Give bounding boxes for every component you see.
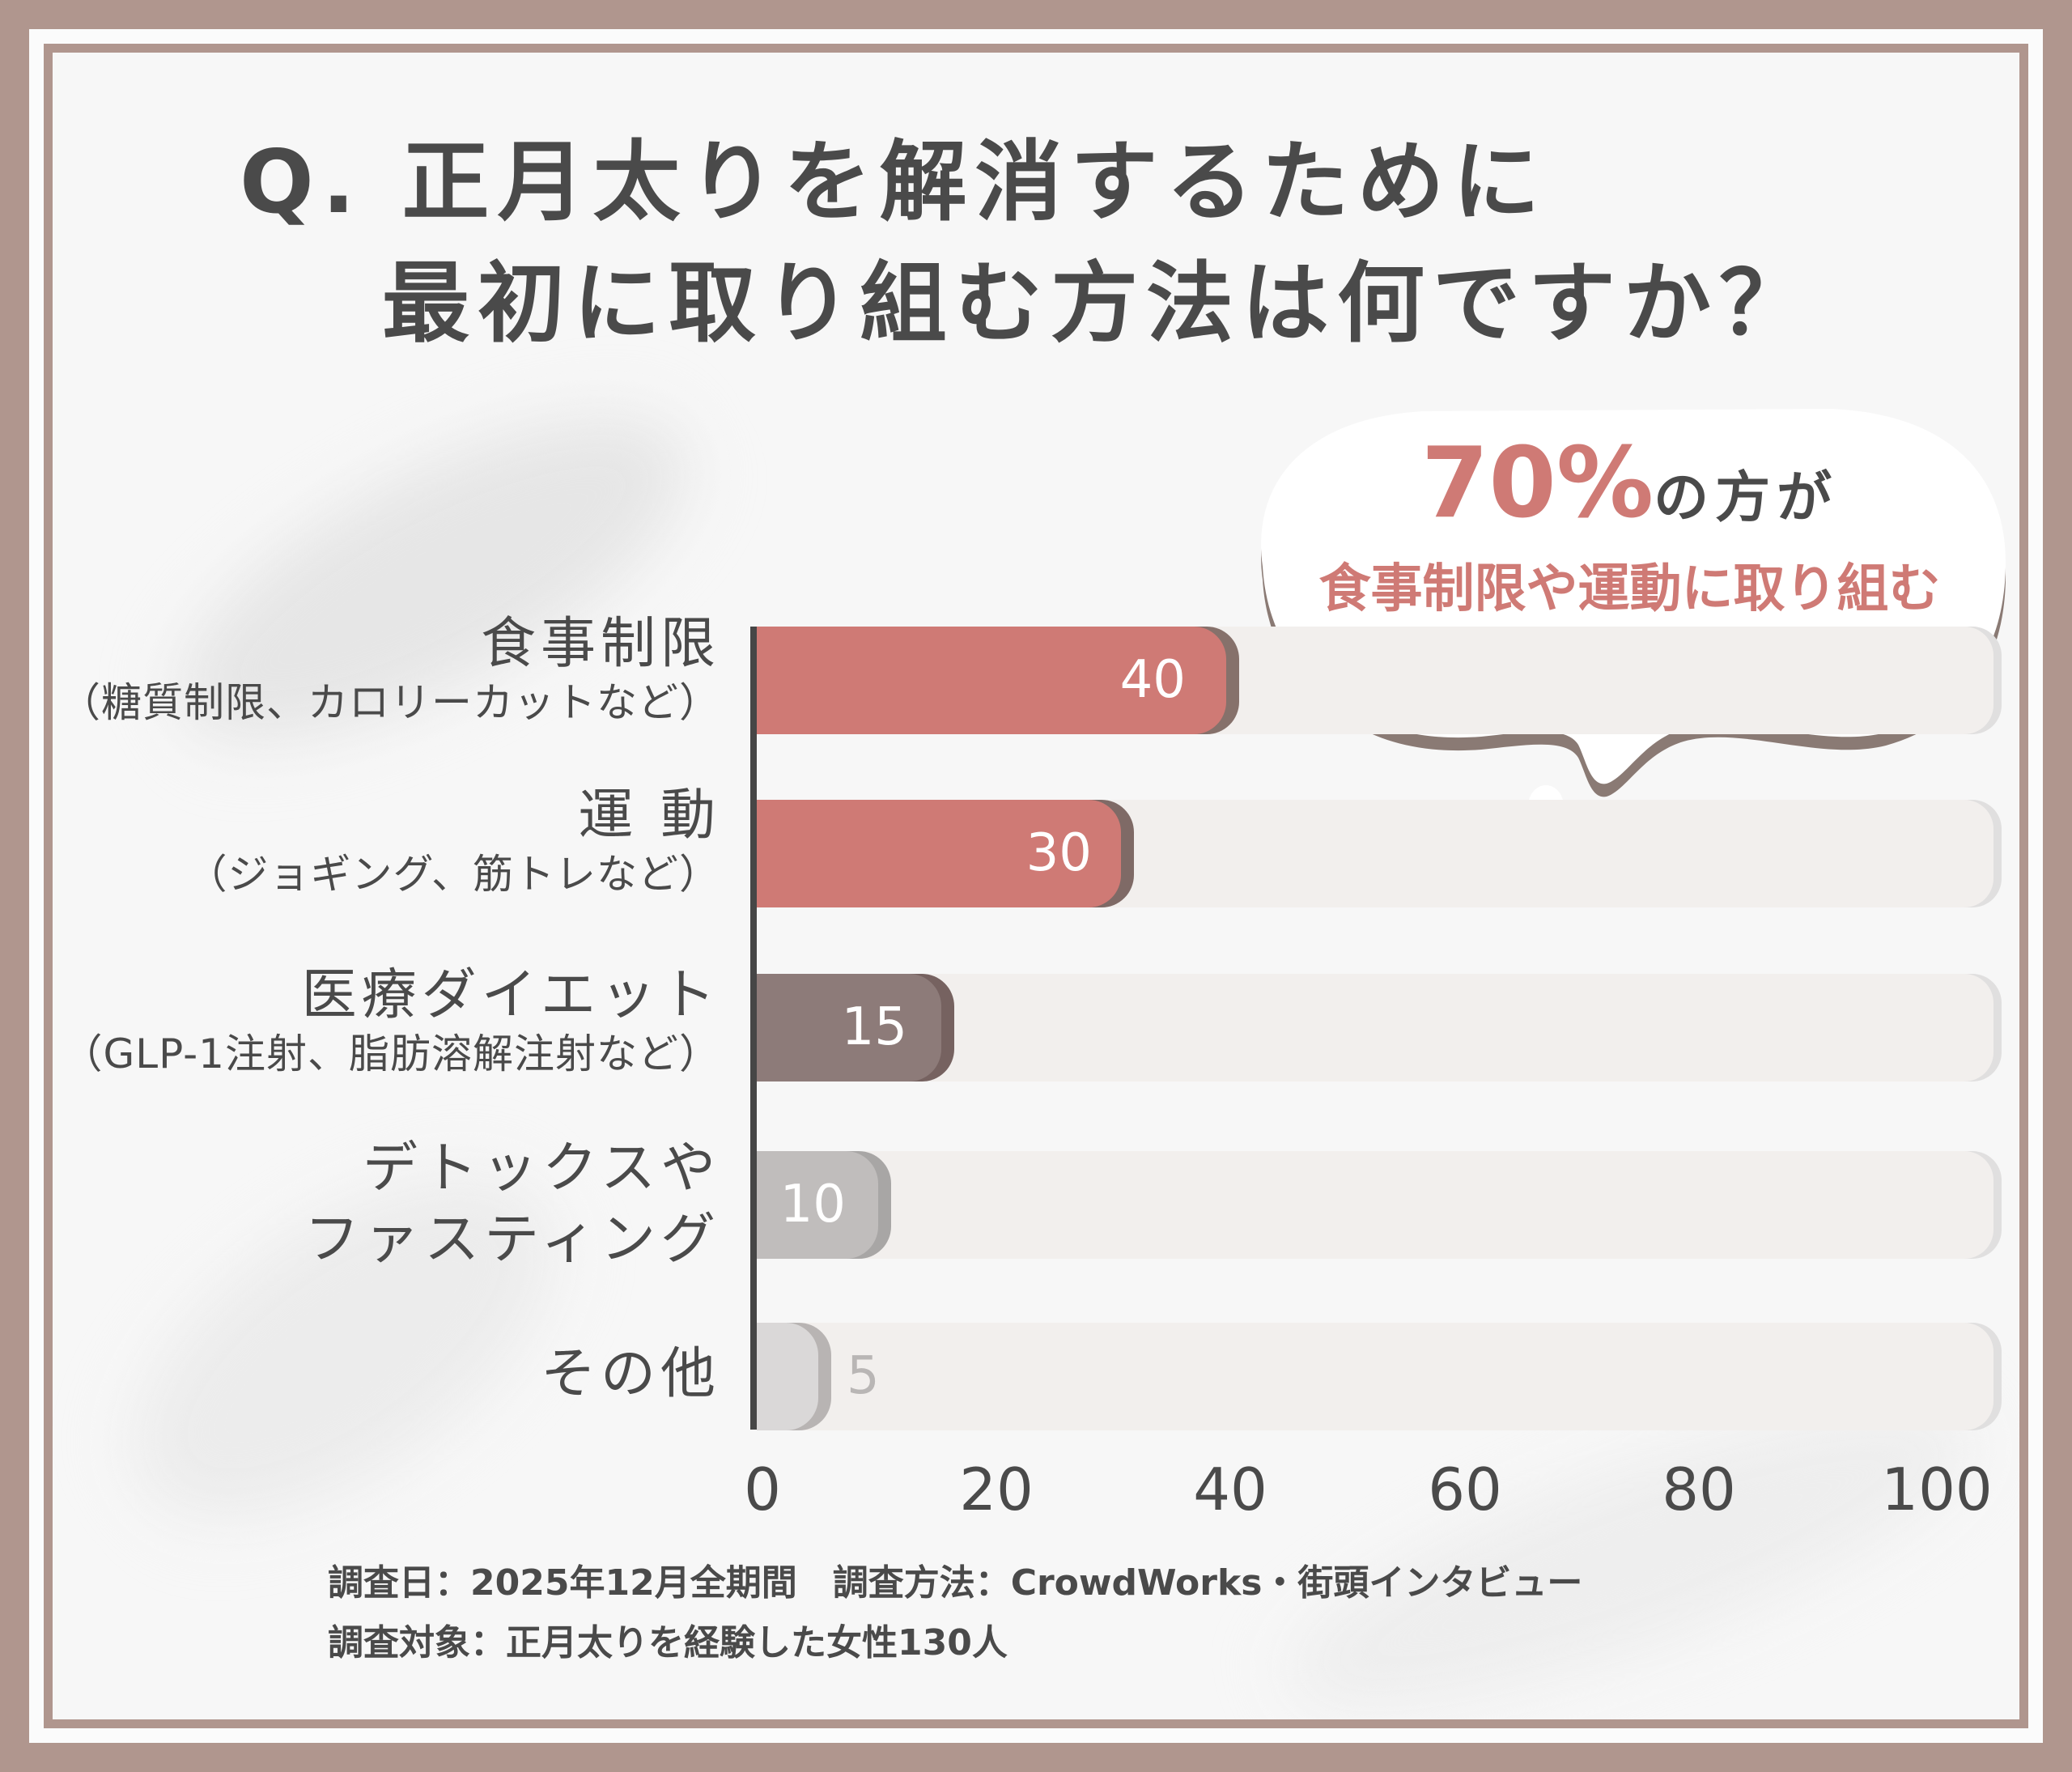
category-sub: （糖質制限、カロリーカットなど） — [60, 679, 720, 726]
question-title-line2: 最初に取り組む方法は何ですか？ — [382, 253, 1815, 355]
bar-value-outside: 5 — [847, 1346, 880, 1406]
category-main: デトックスや — [363, 1137, 720, 1200]
category-label-other: その他 — [541, 1342, 720, 1407]
callout-suffix: の方が — [1654, 466, 1839, 530]
survey-info-line2: 調査対象：正月太りを経験した女性130人 — [328, 1622, 1008, 1664]
survey-info-line1: 調査日：2025年12月全期間 調査方法：CrowdWorks・街頭インタビュー — [328, 1562, 1583, 1604]
y-axis-line — [750, 627, 757, 1430]
bar-value: 40 — [1119, 650, 1186, 710]
category-sub: （ジョギング、筋トレなど） — [186, 851, 720, 898]
category-main-2: ファスティング — [304, 1208, 720, 1272]
callout-percent: 70% — [1420, 427, 1654, 540]
bar-value: 15 — [841, 997, 907, 1057]
category-label-exercise: 運 動 （ジョギング、筋トレなど） — [187, 784, 721, 900]
callout-line1: 70%の方が — [1255, 427, 2005, 541]
category-label-diet: 食事制限 （糖質制限、カロリーカットなど） — [60, 612, 720, 729]
bar-track — [757, 974, 1993, 1081]
bar-other — [757, 1323, 818, 1430]
bar-detox: 10 — [757, 1151, 878, 1259]
x-tick: 40 — [1193, 1455, 1267, 1523]
bar-value: 30 — [1025, 823, 1092, 883]
bar-value: 10 — [779, 1175, 846, 1234]
category-label-medical: 医療ダイエット （GLP-1注射、脂肪溶解注射など） — [62, 963, 720, 1080]
background-shadow — [133, 352, 733, 805]
category-sub: （GLP-1注射、脂肪溶解注射など） — [62, 1030, 720, 1077]
callout-line2: 食事制限や運動に取り組む — [1318, 559, 1941, 619]
x-tick: 20 — [959, 1455, 1034, 1523]
category-main: 食事制限 — [480, 612, 720, 676]
bar-exercise: 30 — [757, 800, 1121, 907]
x-tick: 100 — [1881, 1455, 1993, 1523]
bar-diet: 40 — [757, 627, 1226, 734]
question-title-line1: Q. 正月太りを解消するために — [240, 132, 1548, 233]
category-main: その他 — [540, 1342, 720, 1406]
bar-track — [757, 1323, 1993, 1430]
category-label-detox: デトックスや ファスティング — [304, 1133, 720, 1276]
x-tick: 60 — [1428, 1455, 1502, 1523]
x-tick: 80 — [1662, 1455, 1736, 1523]
category-main: 医療ダイエット — [301, 963, 720, 1027]
bar-track — [757, 1151, 1993, 1259]
x-tick: 0 — [744, 1455, 781, 1523]
category-main: 運 動 — [578, 784, 720, 848]
bar-medical: 15 — [757, 974, 941, 1081]
